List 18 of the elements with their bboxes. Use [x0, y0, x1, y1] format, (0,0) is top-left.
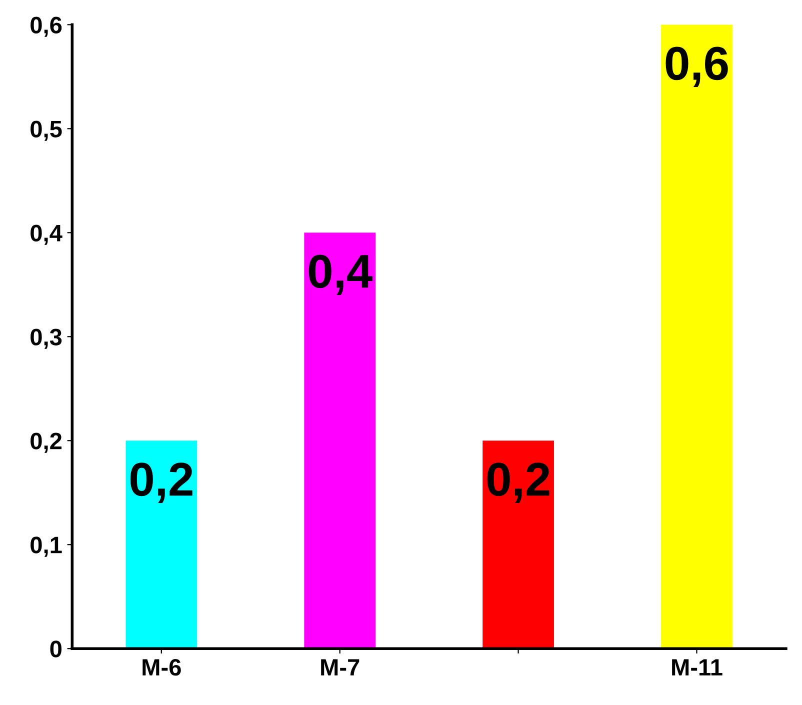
bar [661, 24, 732, 649]
data-label: 0,4 [308, 254, 372, 295]
data-label: 0,2 [130, 462, 192, 503]
data-label: 0,6 [666, 46, 728, 88]
y-tick-label: 0,5 [30, 120, 62, 141]
x-tick-label: М-6 [142, 658, 181, 676]
y-tick-label: 0,1 [30, 536, 62, 557]
bar [126, 440, 198, 649]
data-label: 0,2 [487, 462, 550, 503]
y-tick-label: 0,2 [30, 432, 62, 453]
y-tick-label: 0,3 [30, 328, 62, 349]
x-tick-label: М-11 [672, 659, 722, 676]
bar [304, 232, 376, 649]
bar [482, 440, 554, 649]
y-tick-label: 0,6 [30, 16, 62, 37]
y-tick-label: 0 [50, 640, 62, 658]
x-tick-label: М-7 [321, 659, 360, 676]
y-tick-label: 0,4 [30, 224, 62, 245]
